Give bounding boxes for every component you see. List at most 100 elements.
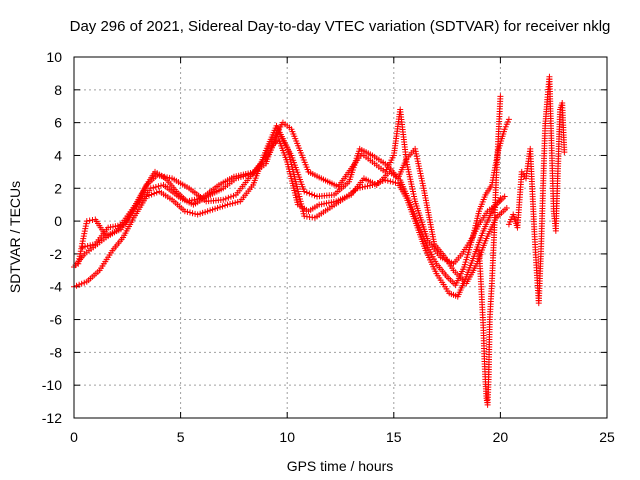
data-point [77, 250, 84, 257]
data-point [308, 191, 315, 198]
data-point [87, 242, 94, 249]
data-point [81, 228, 88, 235]
data-point [78, 280, 85, 287]
data-point [301, 188, 308, 195]
data-point [224, 201, 231, 208]
data-point [186, 209, 193, 216]
series-track-c [75, 106, 508, 267]
data-point [147, 185, 154, 192]
data-point [76, 281, 83, 288]
data-point [497, 93, 504, 100]
y-tick-label: 8 [54, 82, 62, 98]
series-track-d [79, 129, 510, 287]
data-point [155, 183, 162, 190]
data-point [384, 177, 391, 184]
y-tick-label: -10 [42, 377, 62, 393]
data-point [86, 217, 93, 224]
data-point [234, 199, 241, 206]
data-point [146, 192, 153, 199]
data-point [77, 248, 84, 255]
data-point [505, 116, 512, 123]
data-point [80, 235, 87, 242]
y-tick-label: 4 [54, 147, 62, 163]
y-tick-label: -4 [50, 279, 63, 295]
series-late-scatter [505, 73, 568, 307]
ticks-layer: 0 5 10 15 20 25 -12 -10 -8 -6 -4 -2 0 2 4 6 8 10 [42, 49, 615, 445]
data-point [392, 179, 399, 186]
data-point [377, 179, 384, 186]
data-point [89, 241, 96, 248]
plot-frame [73, 56, 608, 419]
data-point [192, 210, 199, 217]
data-point [227, 201, 234, 208]
data-point [79, 238, 86, 245]
data-layer [71, 73, 568, 408]
data-point [157, 182, 164, 189]
y-tick-label: 6 [54, 115, 62, 131]
data-point [73, 282, 80, 289]
data-point [84, 243, 91, 250]
x-tick-label: 5 [177, 429, 185, 445]
x-tick-label: 25 [599, 429, 615, 445]
x-axis-label: GPS time / hours [287, 458, 394, 474]
y-tick-label: 2 [54, 180, 62, 196]
data-point [303, 189, 310, 196]
data-point [82, 243, 89, 250]
data-point [189, 210, 196, 217]
data-point [369, 181, 376, 188]
x-tick-label: 20 [493, 429, 509, 445]
data-point [151, 190, 158, 197]
data-point [80, 233, 87, 240]
data-point [78, 243, 85, 250]
x-tick-label: 15 [386, 429, 402, 445]
data-point [82, 225, 89, 232]
data-point [382, 177, 389, 184]
data-point [372, 181, 379, 188]
data-point [220, 196, 227, 203]
data-point [225, 194, 232, 201]
y-tick-label: 10 [46, 49, 62, 65]
data-point [232, 199, 239, 206]
data-point [76, 253, 83, 260]
data-point [81, 230, 88, 237]
data-point [379, 178, 386, 185]
data-point [227, 193, 234, 200]
data-point [81, 279, 88, 286]
data-point [75, 260, 82, 267]
data-point [184, 208, 191, 215]
data-point [374, 180, 381, 187]
data-point [389, 179, 396, 186]
y-tick-label: -12 [42, 410, 62, 426]
data-point [229, 200, 236, 207]
data-point [501, 193, 508, 200]
data-point [150, 184, 157, 191]
data-point [387, 178, 394, 185]
y-tick-label: -2 [50, 246, 63, 262]
data-point [79, 244, 86, 251]
series-track-b [71, 122, 504, 300]
data-point [78, 245, 85, 252]
data-point [89, 216, 96, 223]
data-point [82, 223, 89, 230]
series-spike-19h [476, 93, 504, 408]
data-point [561, 149, 568, 156]
x-tick-label: 0 [70, 429, 78, 445]
data-point [311, 192, 318, 199]
data-point [230, 192, 237, 199]
data-point [76, 255, 83, 262]
data-point [83, 220, 90, 227]
y-axis-label: SDTVAR / TECUs [7, 181, 23, 293]
data-point [75, 258, 82, 265]
chart-title: Day 296 of 2021, Sidereal Day-to-day VTE… [70, 18, 611, 35]
data-point [222, 195, 229, 202]
y-tick-label: -8 [50, 344, 63, 360]
x-tick-label: 10 [279, 429, 295, 445]
y-tick-label: -6 [50, 312, 63, 328]
data-point [152, 183, 159, 190]
data-point [148, 191, 155, 198]
data-point [181, 208, 188, 215]
y-tick-label: 0 [54, 213, 62, 229]
data-point [83, 218, 90, 225]
